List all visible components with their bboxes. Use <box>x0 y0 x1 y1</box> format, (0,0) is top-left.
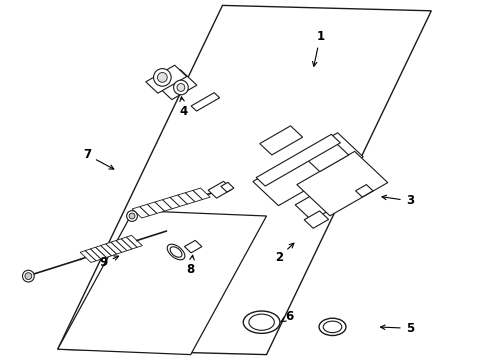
Ellipse shape <box>323 321 341 333</box>
Text: 6: 6 <box>281 310 292 323</box>
Polygon shape <box>259 126 302 155</box>
Polygon shape <box>301 138 348 172</box>
Polygon shape <box>85 249 101 261</box>
Polygon shape <box>95 246 111 257</box>
Circle shape <box>177 84 184 91</box>
Polygon shape <box>101 244 117 256</box>
Polygon shape <box>105 242 122 254</box>
Ellipse shape <box>243 311 279 333</box>
Text: 8: 8 <box>186 255 194 276</box>
Circle shape <box>157 72 167 82</box>
Polygon shape <box>177 193 195 204</box>
Ellipse shape <box>319 318 346 336</box>
Text: 2: 2 <box>274 243 293 264</box>
Polygon shape <box>155 69 197 100</box>
Polygon shape <box>170 195 187 206</box>
Circle shape <box>173 80 188 95</box>
Polygon shape <box>132 207 149 218</box>
Polygon shape <box>208 181 231 198</box>
Text: 4: 4 <box>179 97 187 118</box>
Circle shape <box>129 213 135 219</box>
Polygon shape <box>252 133 363 206</box>
Text: 3: 3 <box>381 194 413 207</box>
Circle shape <box>25 273 32 280</box>
Circle shape <box>22 270 34 282</box>
Polygon shape <box>121 237 137 249</box>
Polygon shape <box>58 5 430 355</box>
Polygon shape <box>145 65 186 93</box>
Polygon shape <box>155 200 172 211</box>
Circle shape <box>153 69 171 86</box>
Polygon shape <box>90 247 106 259</box>
Text: 7: 7 <box>83 148 114 169</box>
Polygon shape <box>147 202 164 213</box>
Polygon shape <box>58 211 266 355</box>
Polygon shape <box>304 211 328 228</box>
Polygon shape <box>221 183 233 192</box>
Polygon shape <box>80 251 96 262</box>
Polygon shape <box>296 151 387 216</box>
Polygon shape <box>111 240 127 252</box>
Ellipse shape <box>167 244 184 260</box>
Text: 1: 1 <box>312 30 324 66</box>
Polygon shape <box>256 134 340 186</box>
Ellipse shape <box>170 247 182 257</box>
Polygon shape <box>193 188 210 199</box>
Polygon shape <box>140 204 157 216</box>
Text: 5: 5 <box>380 322 413 335</box>
Polygon shape <box>126 235 142 247</box>
Polygon shape <box>162 197 180 209</box>
Ellipse shape <box>248 314 274 330</box>
Text: 9: 9 <box>100 256 118 269</box>
Polygon shape <box>355 185 372 197</box>
Polygon shape <box>191 93 219 111</box>
Circle shape <box>126 211 137 221</box>
Polygon shape <box>295 183 349 220</box>
Polygon shape <box>184 240 202 253</box>
Polygon shape <box>116 239 132 251</box>
Polygon shape <box>185 190 202 202</box>
